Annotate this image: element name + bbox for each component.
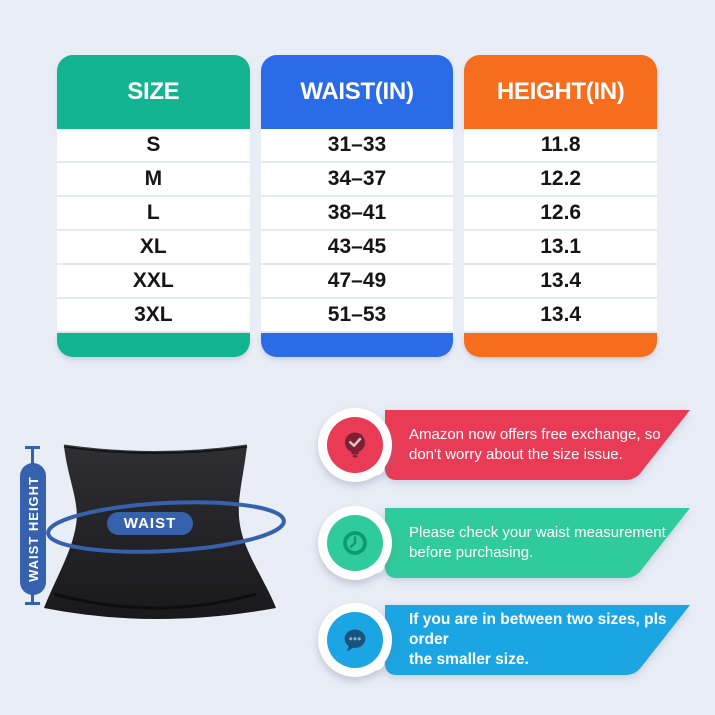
table-column-size: SIZE S M L XL XXL 3XL xyxy=(57,55,250,357)
banner-shape xyxy=(385,605,690,675)
table-footer-bar xyxy=(260,333,454,357)
waist-height-label: WAIST HEIGHT xyxy=(25,476,41,582)
lightbulb-check-icon xyxy=(327,417,383,473)
trainer-bottom-seam xyxy=(53,592,257,610)
table-cell: 13.4 xyxy=(464,299,658,333)
column-header-size: SIZE xyxy=(57,55,250,129)
callout-text-line: Please check your waist measurement xyxy=(409,524,666,541)
callout-banner: Please check your waist measurement befo… xyxy=(385,508,690,578)
table-cell: 51–53 xyxy=(260,299,454,333)
table-cell: 34–37 xyxy=(260,163,454,197)
table-cell: 12.2 xyxy=(464,163,658,197)
callout-text-line: don't worry about the size issue. xyxy=(409,446,623,463)
banner-shape xyxy=(385,410,690,480)
callout-badge xyxy=(318,603,392,677)
table-cell: 38–41 xyxy=(260,197,454,231)
table-cell: XL xyxy=(57,231,250,265)
column-header-label: HEIGHT(IN) xyxy=(496,78,625,105)
table-cell: 13.4 xyxy=(464,265,658,299)
callout-text-line: If you are in between two sizes, pls ord… xyxy=(409,611,667,648)
table-cell: XXL xyxy=(57,265,250,299)
table-cell: 13.1 xyxy=(464,231,658,265)
callout-text-line: the smaller size. xyxy=(409,651,529,668)
waist-trainer-image xyxy=(44,444,286,619)
table-cell: M xyxy=(57,163,250,197)
callout-banner: If you are in between two sizes, pls ord… xyxy=(385,605,690,675)
table-cell: 31–33 xyxy=(260,129,454,163)
trainer-top-rim xyxy=(63,444,248,454)
table-cell: 47–49 xyxy=(260,265,454,299)
table-cell: L xyxy=(57,197,250,231)
callout-banner: Amazon now offers free exchange, so don'… xyxy=(385,410,690,480)
column-header-label: WAIST(IN) xyxy=(300,78,414,105)
callout-badge xyxy=(318,408,392,482)
column-header-waist: WAIST(IN) xyxy=(260,55,454,129)
waist-label: WAIST xyxy=(123,515,177,532)
measure-cap-top xyxy=(25,446,40,449)
callout-text: Please check your waist measurement befo… xyxy=(409,523,666,563)
callout-text: Amazon now offers free exchange, so don'… xyxy=(409,425,661,465)
column-header-height: HEIGHT(IN) xyxy=(464,55,658,129)
table-cell: 11.8 xyxy=(464,129,658,163)
column-header-label: SIZE xyxy=(127,78,180,105)
callout-between-sizes: If you are in between two sizes, pls ord… xyxy=(318,603,698,677)
table-cell: 3XL xyxy=(57,299,250,333)
callout-text-line: Amazon now offers free exchange, so xyxy=(409,426,661,443)
table-column-waist: WAIST(IN) 31–33 34–37 38–41 43–45 47–49 … xyxy=(260,55,454,357)
table-footer-bar xyxy=(57,333,250,357)
waist-measure-ellipse xyxy=(46,500,286,554)
table-cell: 12.6 xyxy=(464,197,658,231)
clock-icon xyxy=(327,515,383,571)
table-footer-bar xyxy=(464,333,658,357)
table-cell: S xyxy=(57,129,250,163)
callout-text-line: before purchasing. xyxy=(409,544,534,561)
banner-shape xyxy=(385,508,690,578)
table-cell: 43–45 xyxy=(260,231,454,265)
product-illustration: WAIST HEIGHT WAIST xyxy=(0,420,310,700)
measure-cap-bottom xyxy=(25,602,40,605)
callout-text: If you are in between two sizes, pls ord… xyxy=(409,610,690,670)
waist-label-pill: WAIST xyxy=(107,512,193,535)
table-column-height: HEIGHT(IN) 11.8 12.2 12.6 13.1 13.4 13.4 xyxy=(464,55,658,357)
size-table: SIZE S M L XL XXL 3XL WAIST(IN) 31–33 34… xyxy=(57,55,658,357)
callout-free-exchange: Amazon now offers free exchange, so don'… xyxy=(318,408,698,482)
callout-check-measurement: Please check your waist measurement befo… xyxy=(318,506,698,580)
callout-badge xyxy=(318,506,392,580)
waist-height-label-pill: WAIST HEIGHT xyxy=(20,463,46,595)
chat-dots-icon xyxy=(327,612,383,668)
